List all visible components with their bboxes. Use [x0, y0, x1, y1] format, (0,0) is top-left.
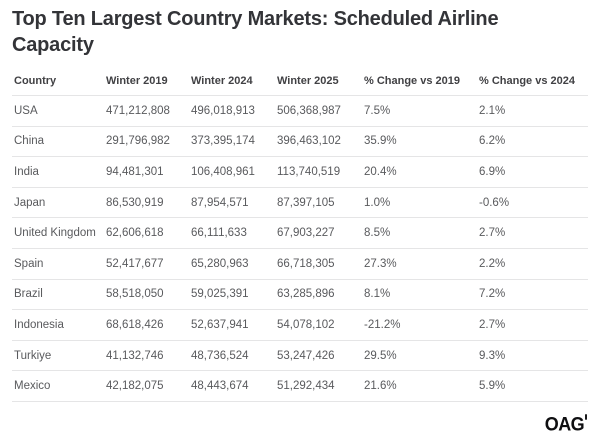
- cell-w2025: 113,740,519: [277, 165, 341, 178]
- trademark-mark: [585, 414, 587, 420]
- cell-w2024: 65,280,963: [191, 257, 249, 270]
- cell-chg2024: 2.1%: [479, 104, 506, 117]
- cell-w2019: 86,530,919: [106, 196, 164, 209]
- cell-chg2024: 2.2%: [479, 257, 506, 270]
- cell-w2024: 496,018,913: [191, 104, 255, 117]
- cell-w2024: 66,111,633: [191, 227, 247, 240]
- cell-w2025: 51,292,434: [277, 380, 335, 393]
- column-header-change-vs-2024: % Change vs 2024: [479, 74, 575, 87]
- cell-country: Japan: [14, 196, 46, 209]
- cell-country: Spain: [14, 257, 44, 270]
- table-row: Mexico 42,182,075 48,443,674 51,292,434 21.6…: [12, 371, 588, 402]
- cell-chg2024: 7.2%: [479, 288, 506, 301]
- cell-chg2024: 2.7%: [479, 318, 506, 331]
- column-header-winter-2025: Winter 2025: [277, 74, 339, 87]
- cell-w2024: 106,408,961: [191, 165, 255, 178]
- cell-w2024: 59,025,391: [191, 288, 249, 301]
- column-header-winter-2019: Winter 2019: [106, 74, 168, 87]
- cell-w2019: 58,518,050: [106, 288, 164, 301]
- cell-w2024: 52,637,941: [191, 318, 249, 331]
- table-row: Indonesia 68,618,426 52,637,941 54,078,102 -…: [12, 310, 588, 341]
- cell-w2019: 52,417,677: [106, 257, 164, 270]
- cell-w2025: 506,368,987: [277, 104, 341, 117]
- cell-w2024: 48,443,674: [191, 380, 249, 393]
- table-row: Brazil 58,518,050 59,025,391 63,285,896 8.1%…: [12, 280, 588, 311]
- table-row: China 291,796,982 373,395,174 396,463,102 35…: [12, 127, 588, 158]
- cell-chg2019: 1.0%: [364, 196, 391, 209]
- cell-w2019: 41,132,746: [106, 349, 164, 362]
- cell-chg2019: -21.2%: [364, 318, 401, 331]
- cell-chg2024: 2.7%: [479, 227, 506, 240]
- cell-country: India: [14, 165, 39, 178]
- page-title: Top Ten Largest Country Markets: Schedul…: [12, 8, 499, 56]
- cell-chg2019: 21.6%: [364, 380, 397, 393]
- oag-logo-text: OAG: [544, 413, 585, 435]
- column-header-winter-2024: Winter 2024: [191, 74, 253, 87]
- cell-chg2024: 9.3%: [479, 349, 506, 362]
- table-row: Spain 52,417,677 65,280,963 66,718,305 27.3%…: [12, 249, 588, 280]
- cell-w2019: 42,182,075: [106, 380, 164, 393]
- table-row: India 94,481,301 106,408,961 113,740,519 20.…: [12, 157, 588, 188]
- cell-w2025: 54,078,102: [277, 318, 335, 331]
- cell-country: United Kingdom: [14, 227, 96, 240]
- cell-country: China: [14, 135, 45, 148]
- cell-chg2024: -0.6%: [479, 196, 510, 209]
- cell-w2025: 87,397,105: [277, 196, 335, 209]
- cell-w2024: 48,736,524: [191, 349, 249, 362]
- cell-country: Brazil: [14, 288, 43, 301]
- cell-w2025: 66,718,305: [277, 257, 335, 270]
- cell-chg2019: 8.1%: [364, 288, 391, 301]
- cell-chg2019: 29.5%: [364, 349, 397, 362]
- oag-logo: OAG: [544, 413, 587, 435]
- cell-w2024: 87,954,571: [191, 196, 249, 209]
- cell-chg2024: 6.9%: [479, 165, 506, 178]
- cell-chg2019: 35.9%: [364, 135, 397, 148]
- table-row: Japan 86,530,919 87,954,571 87,397,105 1.0% -…: [12, 188, 588, 219]
- cell-chg2019: 27.3%: [364, 257, 397, 270]
- table-row: United Kingdom 62,606,618 66,111,633 67,903…: [12, 218, 588, 249]
- cell-w2025: 63,285,896: [277, 288, 335, 301]
- cell-country: Indonesia: [14, 318, 64, 331]
- cell-chg2019: 8.5%: [364, 227, 391, 240]
- column-header-country: Country: [14, 74, 57, 87]
- cell-w2019: 471,212,808: [106, 104, 170, 117]
- column-header-change-vs-2019: % Change vs 2019: [364, 74, 460, 87]
- table-row: Turkiye 41,132,746 48,736,524 53,247,426 29.…: [12, 341, 588, 372]
- cell-country: Mexico: [14, 380, 51, 393]
- cell-w2019: 62,606,618: [106, 227, 164, 240]
- table-body: USA 471,212,808 496,018,913 506,368,987 7.5%…: [12, 96, 588, 402]
- cell-country: USA: [14, 104, 38, 117]
- capacity-table: Country Winter 2019 Winter 2024 Winter 2…: [12, 66, 588, 402]
- cell-w2025: 67,903,227: [277, 227, 335, 240]
- cell-w2024: 373,395,174: [191, 135, 255, 148]
- cell-w2025: 53,247,426: [277, 349, 335, 362]
- cell-w2019: 291,796,982: [106, 135, 170, 148]
- table-row: USA 471,212,808 496,018,913 506,368,987 7.5%…: [12, 96, 588, 127]
- cell-chg2019: 7.5%: [364, 104, 391, 117]
- cell-chg2024: 5.9%: [479, 380, 506, 393]
- cell-w2019: 68,618,426: [106, 318, 164, 331]
- table-header-row: Country Winter 2019 Winter 2024 Winter 2…: [12, 66, 588, 96]
- cell-country: Turkiye: [14, 349, 52, 362]
- cell-w2025: 396,463,102: [277, 135, 341, 148]
- cell-chg2024: 6.2%: [479, 135, 506, 148]
- cell-w2019: 94,481,301: [106, 165, 164, 178]
- cell-chg2019: 20.4%: [364, 165, 397, 178]
